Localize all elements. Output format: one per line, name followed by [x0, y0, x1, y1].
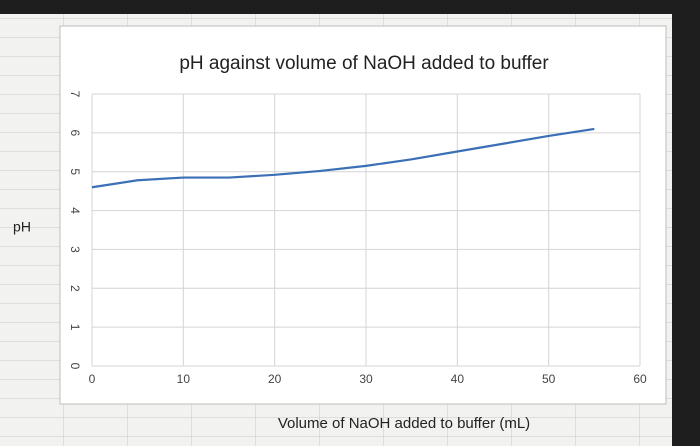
screen-bezel — [0, 0, 700, 14]
y-tick-label: 2 — [68, 285, 82, 292]
chart-area — [59, 25, 667, 405]
y-axis-label: pH — [13, 219, 31, 235]
y-tick-label: 5 — [68, 168, 82, 175]
data-line — [91, 127, 595, 189]
y-tick-label: 0 — [68, 363, 82, 370]
plot-area: 0 1 2 3 4 5 6 7 0 10 20 30 40 50 60 — [68, 91, 647, 387]
x-axis-label: Volume of NaOH added to buffer (mL) — [278, 415, 530, 432]
x-tick-label: 0 — [89, 372, 96, 386]
chart-title: pH against volume of NaOH added to buffe… — [179, 53, 549, 74]
y-tick-label: 1 — [68, 324, 82, 331]
y-tick-label: 3 — [68, 246, 82, 253]
x-tick-label: 20 — [268, 372, 282, 386]
x-tick-label: 50 — [542, 372, 556, 386]
y-tick-label: 4 — [68, 207, 82, 214]
x-tick-label: 30 — [359, 372, 373, 386]
x-tick-label: 60 — [633, 372, 647, 386]
y-tick-label: 7 — [68, 91, 82, 98]
y-tick-label: 6 — [68, 130, 82, 137]
x-tick-label: 10 — [177, 372, 191, 386]
screen-bezel — [672, 0, 700, 446]
x-tick-label: 40 — [451, 372, 465, 386]
